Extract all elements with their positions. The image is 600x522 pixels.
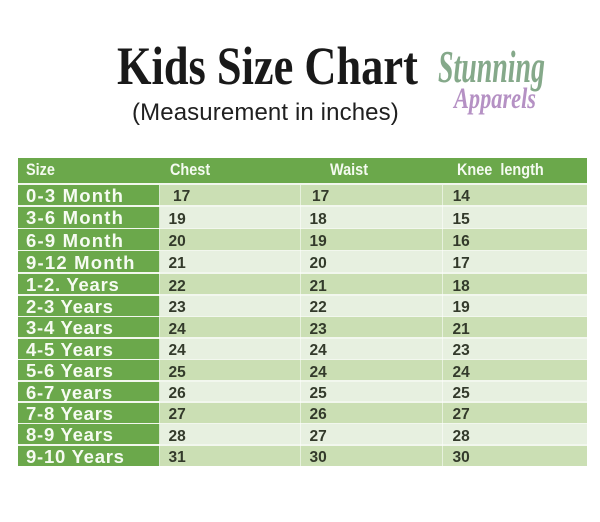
svg-text:Stunning: Stunning bbox=[438, 42, 545, 92]
svg-text:Apparels: Apparels bbox=[453, 82, 536, 115]
